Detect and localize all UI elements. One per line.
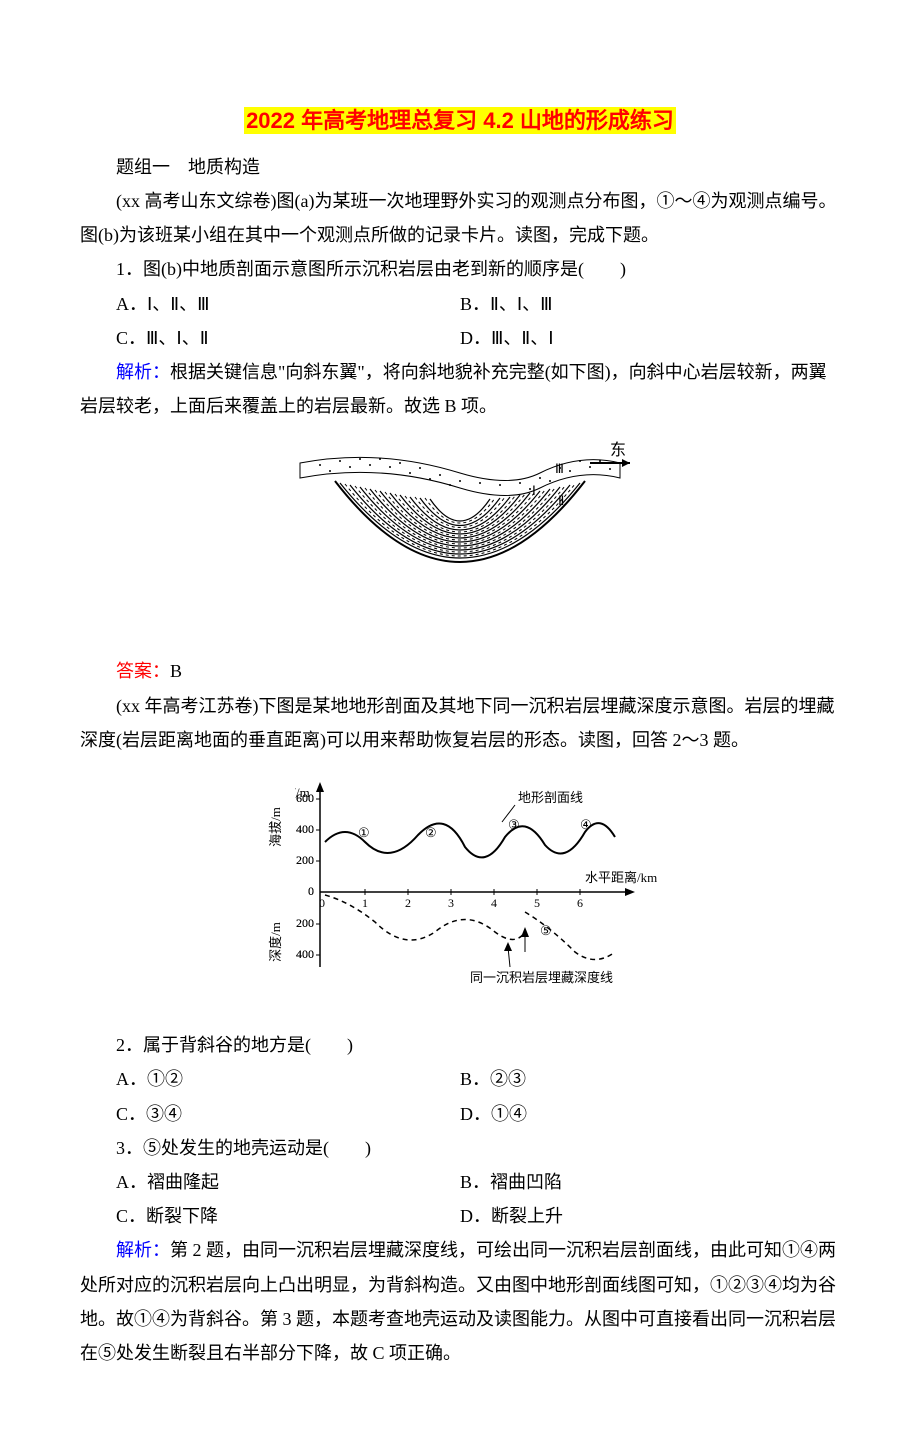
svg-text:③: ③ [508, 817, 520, 832]
figure-1: 东 Ⅲ Ⅰ Ⅱ [80, 433, 840, 634]
svg-text:深度/m: 深度/m [268, 922, 283, 962]
svg-text:Ⅱ: Ⅱ [558, 493, 564, 508]
section-heading: 题组一 地质构造 [80, 150, 840, 184]
svg-text:2: 2 [405, 896, 411, 910]
svg-text:Ⅲ: Ⅲ [555, 461, 564, 476]
svg-text:地形剖面线: 地形剖面线 [518, 790, 583, 805]
q3-options-row2: C．断裂下降 D．断裂上升 [80, 1199, 840, 1233]
title-text: 2022 年高考地理总复习 4.2 山地的形成练习 [244, 107, 676, 134]
intro-1: (xx 高考山东文综卷)图(a)为某班一次地理野外实习的观测点分布图，①～④为观… [80, 184, 840, 252]
svg-text:0: 0 [319, 896, 325, 910]
q1-options-row2: C．Ⅲ、Ⅰ、Ⅱ D．Ⅲ、Ⅱ、Ⅰ [80, 321, 840, 355]
q1-answer: 答案：B [80, 654, 840, 688]
svg-text:600: 600 [296, 791, 314, 805]
svg-text:3: 3 [448, 896, 454, 910]
svg-text:0: 0 [308, 884, 314, 898]
q1-opt-c: C．Ⅲ、Ⅰ、Ⅱ [80, 321, 460, 355]
q3-opt-d: D．断裂上升 [460, 1199, 840, 1233]
svg-text:400: 400 [296, 822, 314, 836]
analysis-label: 解析： [116, 362, 170, 382]
analysis-text: 根据关键信息"向斜东翼"，将向斜地貌补充完整(如下图)，向斜中心岩层较新，两翼岩… [80, 362, 827, 416]
svg-text:200: 200 [296, 916, 314, 930]
svg-text:②: ② [425, 825, 437, 840]
svg-text:6: 6 [577, 896, 583, 910]
syncline-diagram: 东 Ⅲ Ⅰ Ⅱ [280, 433, 640, 623]
q1-stem: 1．图(b)中地质剖面示意图所示沉积岩层由老到新的顺序是( ) [80, 252, 840, 286]
q1-opt-d: D．Ⅲ、Ⅱ、Ⅰ [460, 321, 840, 355]
q2-opt-b: B．②③ [460, 1062, 840, 1096]
q3-options-row1: A．褶曲隆起 B．褶曲凹陷 [80, 1165, 840, 1199]
answer-text: B [170, 661, 182, 681]
svg-text:1: 1 [362, 896, 368, 910]
profile-chart: 600 400 200 0 200 400 0 1 2 3 4 5 6 海拔/m… [250, 767, 670, 997]
q1-opt-a: A．Ⅰ、Ⅱ、Ⅲ [80, 287, 460, 321]
figure-2: 600 400 200 0 200 400 0 1 2 3 4 5 6 海拔/m… [80, 767, 840, 1008]
q2-stem: 2．属于背斜谷的地方是( ) [80, 1028, 840, 1062]
svg-text:200: 200 [296, 853, 314, 867]
svg-text:Ⅰ: Ⅰ [532, 483, 536, 498]
q1-analysis: 解析：根据关键信息"向斜东翼"，将向斜地貌补充完整(如下图)，向斜中心岩层较新，… [80, 355, 840, 423]
doc-title: 2022 年高考地理总复习 4.2 山地的形成练习 [80, 100, 840, 142]
q2-opt-c: C．③④ [80, 1097, 460, 1131]
q3-opt-c: C．断裂下降 [80, 1199, 460, 1233]
q3-stem: 3．⑤处发生的地壳运动是( ) [80, 1131, 840, 1165]
q2-opt-d: D．①④ [460, 1097, 840, 1131]
q1-options-row1: A．Ⅰ、Ⅱ、Ⅲ B．Ⅱ、Ⅰ、Ⅲ [80, 287, 840, 321]
svg-text:①: ① [358, 825, 370, 840]
q1-opt-b: B．Ⅱ、Ⅰ、Ⅲ [460, 287, 840, 321]
svg-text:400: 400 [296, 947, 314, 961]
svg-text:⑤: ⑤ [540, 923, 552, 938]
page-content: 2022 年高考地理总复习 4.2 山地的形成练习 题组一 地质构造 (xx 高… [0, 0, 920, 1430]
answer-label: 答案： [116, 661, 170, 681]
intro-2: (xx 年高考江苏卷)下图是某地地形剖面及其地下同一沉积岩层埋藏深度示意图。岩层… [80, 689, 840, 757]
svg-text:4: 4 [491, 896, 497, 910]
svg-text:水平距离/km: 水平距离/km [585, 870, 657, 885]
q2-options-row2: C．③④ D．①④ [80, 1097, 840, 1131]
svg-text:④: ④ [580, 817, 592, 832]
svg-text:同一沉积岩层埋藏深度线: 同一沉积岩层埋藏深度线 [470, 970, 613, 985]
q3-opt-a: A．褶曲隆起 [80, 1165, 460, 1199]
east-label: 东 [610, 441, 626, 459]
q2-opt-a: A．①② [80, 1062, 460, 1096]
analysis-label-2: 解析： [116, 1240, 170, 1260]
q3-opt-b: B．褶曲凹陷 [460, 1165, 840, 1199]
q2-options-row1: A．①② B．②③ [80, 1062, 840, 1096]
svg-text:5: 5 [534, 896, 540, 910]
svg-text:海拔/m: 海拔/m [268, 807, 283, 847]
